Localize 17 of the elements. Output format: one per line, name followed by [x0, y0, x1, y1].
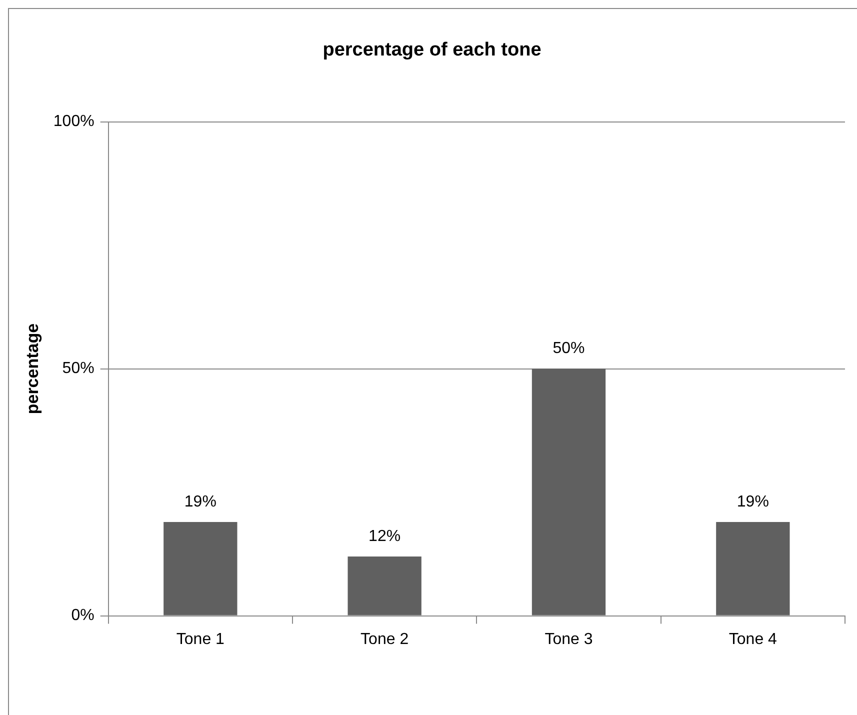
y-axis-title: percentage: [22, 323, 42, 414]
data-label: 19%: [184, 493, 216, 510]
x-tick-label: Tone 3: [544, 630, 593, 648]
data-label: 50%: [552, 340, 585, 358]
y-tick-label: 100%: [53, 113, 94, 130]
bar: [164, 522, 238, 616]
x-tick-label: Tone 1: [176, 630, 225, 648]
chart-title: percentage of each tone: [322, 40, 542, 61]
bar: [348, 556, 422, 616]
data-label: 12%: [368, 528, 401, 545]
bar: [532, 368, 606, 616]
data-label: 19%: [736, 493, 769, 510]
y-tick-label: 0%: [71, 607, 94, 624]
bar: [716, 522, 790, 616]
y-tick-label: 50%: [62, 360, 94, 378]
x-tick-label: Tone 2: [360, 630, 409, 648]
x-tick-label: Tone 4: [728, 630, 778, 648]
